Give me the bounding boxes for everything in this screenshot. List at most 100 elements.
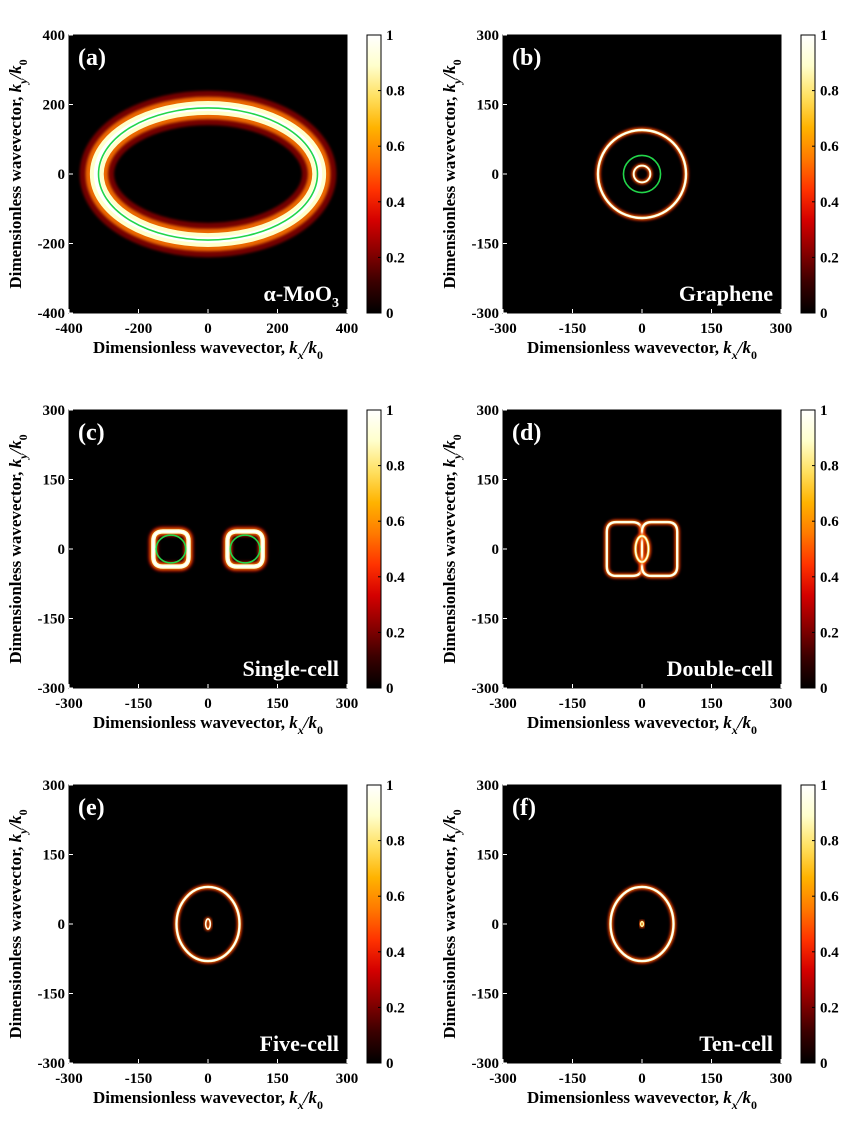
y-tick-label: 0 bbox=[58, 167, 66, 183]
x-tick-label: 300 bbox=[770, 1071, 793, 1087]
x-axis-label: Dimensionless wavevector, kx/k0 bbox=[93, 1088, 323, 1112]
y-tick-label: 150 bbox=[477, 848, 500, 864]
y-tick-label: 150 bbox=[43, 473, 66, 489]
colorbar-tick-label: 0.2 bbox=[820, 1000, 839, 1016]
x-tick-label: -150 bbox=[559, 321, 587, 337]
intensity-ring bbox=[175, 886, 241, 962]
x-tick-label: 150 bbox=[700, 321, 723, 337]
colorbar-tick-label: 1 bbox=[820, 778, 828, 794]
y-tick-label: -300 bbox=[472, 1056, 500, 1072]
y-tick-label: 400 bbox=[43, 28, 66, 44]
intensity-ring bbox=[640, 921, 644, 927]
colorbar-tick-label: 0.6 bbox=[386, 514, 405, 530]
y-tick-label: 300 bbox=[477, 778, 500, 794]
x-tick-label: 0 bbox=[204, 696, 212, 712]
colorbar-tick-label: 1 bbox=[820, 28, 828, 44]
x-tick-label: 300 bbox=[770, 321, 793, 337]
colorbar-tick-label: 0.8 bbox=[386, 84, 405, 100]
heatmap-background bbox=[69, 410, 347, 688]
colorbar-tick-label: 0 bbox=[386, 681, 394, 697]
colorbar bbox=[800, 784, 816, 1064]
y-tick-label: 300 bbox=[43, 778, 66, 794]
x-tick-label: 200 bbox=[266, 321, 289, 337]
colorbar-tick-label: 0 bbox=[820, 1056, 828, 1072]
material-label: Single-cell bbox=[242, 656, 339, 681]
y-tick-label: 0 bbox=[492, 167, 500, 183]
x-tick-label: 300 bbox=[770, 696, 793, 712]
y-tick-label: -150 bbox=[38, 612, 66, 628]
y-tick-label: 0 bbox=[492, 917, 500, 933]
intensity-ring bbox=[641, 521, 678, 577]
y-tick-label: -300 bbox=[472, 306, 500, 322]
y-tick-label: 0 bbox=[58, 542, 66, 558]
colorbar bbox=[366, 34, 382, 314]
colorbar-tick-label: 0.4 bbox=[386, 195, 405, 211]
x-tick-label: -200 bbox=[125, 321, 153, 337]
x-tick-label: -150 bbox=[559, 1071, 587, 1087]
y-tick-label: -150 bbox=[472, 987, 500, 1003]
material-label: Double-cell bbox=[667, 656, 773, 681]
colorbar bbox=[366, 409, 382, 689]
colorbar-tick-label: 0.6 bbox=[820, 139, 839, 155]
x-tick-label: -150 bbox=[125, 696, 153, 712]
y-tick-label: 150 bbox=[477, 473, 500, 489]
x-tick-label: 150 bbox=[266, 696, 289, 712]
heatmap-background bbox=[503, 35, 781, 313]
y-tick-label: -200 bbox=[38, 237, 66, 253]
colorbar-tick-label: 1 bbox=[820, 403, 828, 419]
y-tick-label: -300 bbox=[38, 1056, 66, 1072]
x-axis-label: Dimensionless wavevector, kx/k0 bbox=[527, 338, 757, 362]
y-axis-label: Dimensionless wavevector, ky/k0 bbox=[440, 434, 464, 663]
x-tick-label: 150 bbox=[266, 1071, 289, 1087]
panel-label: (a) bbox=[78, 45, 106, 71]
colorbar-tick-label: 0.8 bbox=[820, 459, 839, 475]
intensity-ring bbox=[634, 535, 650, 563]
x-tick-label: 0 bbox=[638, 696, 646, 712]
material-label: Ten-cell bbox=[699, 1031, 773, 1056]
y-axis-label: Dimensionless wavevector, ky/k0 bbox=[440, 809, 464, 1038]
colorbar-tick-label: 0.4 bbox=[820, 570, 839, 586]
dispersion-contour bbox=[97, 107, 319, 241]
colorbar-tick-label: 0.2 bbox=[386, 625, 405, 641]
x-tick-label: 400 bbox=[336, 321, 359, 337]
colorbar-tick-label: 0.6 bbox=[820, 514, 839, 530]
colorbar-tick-label: 0 bbox=[820, 681, 828, 697]
dispersion-contour bbox=[622, 154, 662, 194]
colorbar-tick-label: 0.8 bbox=[386, 834, 405, 850]
x-tick-label: -150 bbox=[559, 696, 587, 712]
y-tick-label: 0 bbox=[58, 917, 66, 933]
intensity-ring bbox=[633, 165, 651, 183]
colorbar bbox=[366, 784, 382, 1064]
x-tick-label: -300 bbox=[489, 696, 517, 712]
y-tick-label: 0 bbox=[492, 542, 500, 558]
y-axis-label: Dimensionless wavevector, ky/k0 bbox=[6, 434, 30, 663]
x-tick-label: 150 bbox=[700, 696, 723, 712]
colorbar-tick-label: 0.2 bbox=[820, 625, 839, 641]
intensity-ring bbox=[597, 129, 687, 219]
panel-label: (b) bbox=[512, 45, 541, 71]
colorbar-tick-label: 0.6 bbox=[820, 889, 839, 905]
x-tick-label: -300 bbox=[55, 1071, 83, 1087]
material-label: Five-cell bbox=[260, 1031, 339, 1056]
y-axis-label: Dimensionless wavevector, ky/k0 bbox=[440, 59, 464, 288]
x-tick-label: 0 bbox=[204, 1071, 212, 1087]
colorbar-tick-label: 0.4 bbox=[820, 945, 839, 961]
x-tick-label: 0 bbox=[638, 1071, 646, 1087]
dispersion-contour bbox=[155, 534, 187, 564]
colorbar-tick-label: 0.4 bbox=[820, 195, 839, 211]
x-tick-label: -300 bbox=[55, 696, 83, 712]
panel-a: -400 -200 0 200 400 -400 -200 0 200 400 (a) α-MoO3 D… bbox=[6, 28, 405, 362]
colorbar-tick-label: 1 bbox=[386, 778, 394, 794]
colorbar-tick-label: 0.6 bbox=[386, 889, 405, 905]
x-tick-label: -300 bbox=[489, 1071, 517, 1087]
panel-label: (f) bbox=[512, 795, 536, 821]
colorbar-tick-label: 0 bbox=[386, 1056, 394, 1072]
y-tick-label: 150 bbox=[43, 848, 66, 864]
colorbar-tick-label: 0 bbox=[386, 306, 394, 322]
panel-c: -300 -150 0 150 300 -300 -150 0 150 300 (c) Single-… bbox=[6, 403, 405, 737]
y-tick-label: -150 bbox=[472, 237, 500, 253]
x-tick-label: 150 bbox=[700, 1071, 723, 1087]
colorbar-tick-label: 0.4 bbox=[386, 945, 405, 961]
x-axis-label: Dimensionless wavevector, kx/k0 bbox=[93, 338, 323, 362]
y-axis-label: Dimensionless wavevector, ky/k0 bbox=[6, 809, 30, 1038]
